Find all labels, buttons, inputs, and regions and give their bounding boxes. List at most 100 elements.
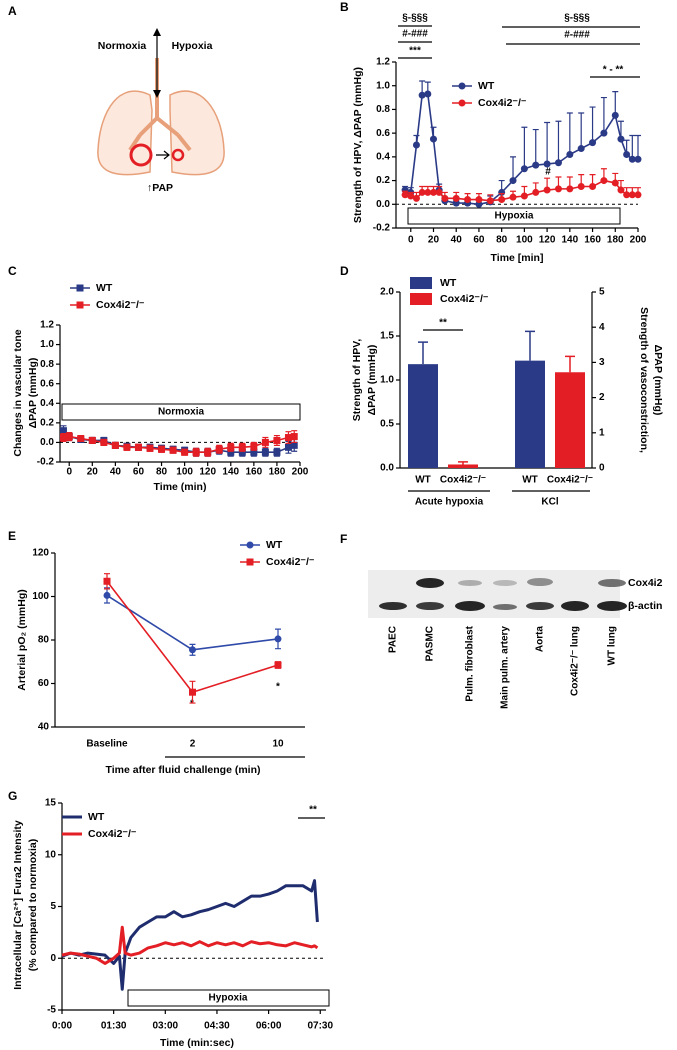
data-point — [634, 191, 642, 199]
data-point — [290, 441, 298, 449]
data-point — [273, 436, 281, 444]
legend-label: Cox4i2⁻/⁻ — [96, 299, 145, 311]
data-point — [169, 446, 177, 454]
x-tick-label: 2 — [190, 739, 196, 750]
y-tick-label: -0.2 — [37, 457, 55, 468]
x-tick-label: 120 — [539, 235, 556, 246]
bands — [379, 578, 627, 611]
error-bar — [544, 121, 551, 164]
legend-marker — [458, 99, 466, 107]
x-tick-label: Baseline — [86, 739, 128, 750]
diagram-label: Normoxia — [98, 40, 147, 52]
x-tick-label: 06:00 — [256, 1021, 282, 1032]
x-axis-label: Time after fluid challenge (min) — [106, 764, 261, 776]
band — [598, 579, 626, 587]
panel-label: E — [8, 529, 16, 543]
error-bar — [578, 112, 585, 149]
x-tick-label: WT — [522, 475, 538, 486]
y-axis-label: Intracellular [Ca²⁺] Fura2 Intensity — [12, 820, 24, 990]
panel-label: A — [8, 4, 17, 18]
data-point — [600, 129, 608, 137]
data-point — [424, 188, 432, 196]
x-tick-label: 60 — [133, 467, 145, 478]
panel-label: F — [340, 532, 347, 546]
group-label: KCl — [541, 497, 558, 508]
data-point — [498, 196, 506, 204]
x-axis-label: Time (min:sec) — [160, 1037, 234, 1049]
data-point — [623, 150, 631, 158]
series-line — [61, 879, 319, 991]
data-point — [123, 443, 131, 451]
data-point — [204, 448, 212, 456]
legend-label: Cox4i2⁻/⁻ — [478, 97, 527, 109]
error-bar — [589, 106, 596, 143]
data-point — [623, 191, 631, 199]
x-tick-label: 04:30 — [204, 1021, 230, 1032]
error-bar — [521, 126, 528, 169]
band — [527, 578, 553, 586]
y2-tick-label: 3 — [599, 357, 605, 368]
legend-swatch — [410, 293, 432, 305]
y-tick-label: 1.2 — [376, 57, 390, 68]
data-point — [424, 90, 432, 98]
y-tick-label: 0.4 — [40, 398, 54, 409]
data-point — [103, 577, 111, 585]
error-bar — [458, 461, 468, 465]
legend-marker — [458, 82, 466, 90]
bar — [515, 360, 545, 468]
annotation: Hypoxia — [495, 211, 534, 222]
error-bar — [629, 134, 636, 160]
band — [416, 602, 444, 610]
legend-label: Cox4i2⁻/⁻ — [88, 828, 137, 840]
x-tick-label: 20 — [87, 467, 99, 478]
data-point — [628, 191, 636, 199]
legend-label: Cox4i2⁻/⁻ — [440, 293, 489, 305]
panel-label: C — [8, 264, 17, 278]
data-point — [441, 194, 449, 202]
legend-marker — [76, 284, 84, 292]
x-tick-label: 40 — [110, 467, 122, 478]
x-tick-label: 140 — [561, 235, 578, 246]
x-tick-label: 200 — [292, 467, 309, 478]
x-tick-label: 10 — [272, 739, 284, 750]
y-tick-label: 0.0 — [40, 437, 54, 448]
lane-label: WT lung — [607, 626, 618, 665]
error-bar — [525, 330, 535, 361]
lane-label: Pulm. fibroblast — [465, 625, 476, 701]
y-axis-label: Arterial pO₂ (mmHg) — [16, 589, 28, 691]
band — [458, 580, 482, 586]
data-point — [250, 448, 258, 456]
data-point — [486, 197, 494, 205]
y-tick-label: 100 — [32, 591, 49, 602]
legend-marker — [76, 301, 84, 309]
data-point — [100, 438, 108, 446]
data-point — [634, 155, 642, 163]
data-point — [520, 192, 528, 200]
data-point — [554, 185, 562, 193]
x-tick-label: 03:00 — [153, 1021, 179, 1032]
x-tick-label: 0 — [66, 467, 72, 478]
data-point — [475, 196, 483, 204]
legend-label: WT — [266, 539, 283, 551]
band — [416, 578, 444, 588]
y-tick-label: 0.2 — [40, 417, 54, 428]
lane-label: Aorta — [535, 626, 546, 653]
y-tick-label: 0.8 — [40, 359, 54, 370]
band — [493, 580, 517, 586]
data-point — [589, 183, 597, 190]
x-tick-label: 180 — [607, 235, 624, 246]
y-tick-label: 0.6 — [40, 378, 54, 389]
data-point — [532, 161, 540, 169]
series-line — [62, 430, 295, 454]
legend-swatch — [410, 277, 432, 289]
annotation: * - ** — [603, 65, 624, 76]
y-tick-label: -5 — [47, 1005, 56, 1016]
data-point — [250, 442, 258, 450]
left-lung — [97, 90, 153, 176]
data-point — [146, 444, 154, 452]
data-point — [577, 145, 585, 153]
y-tick-label: 0.5 — [380, 419, 394, 430]
data-point — [554, 159, 562, 167]
